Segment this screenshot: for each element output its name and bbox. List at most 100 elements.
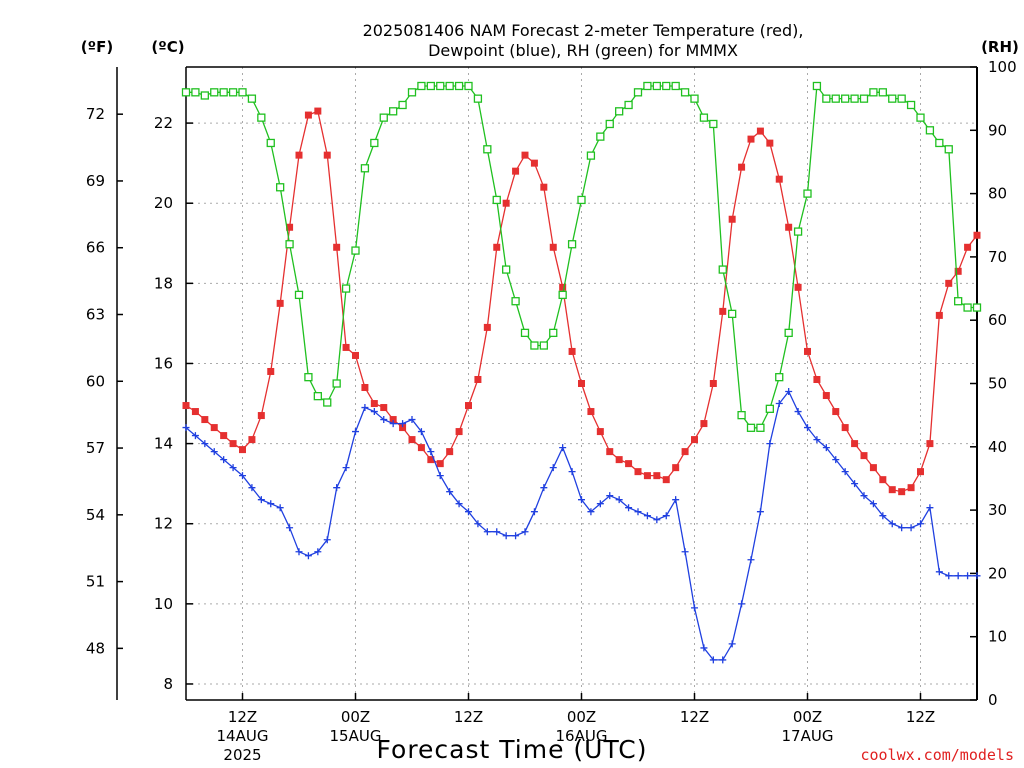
celsius-tick-label: 10 (154, 595, 173, 613)
temperature-point (540, 183, 548, 191)
temperature-point (907, 484, 915, 492)
rh-point (662, 81, 671, 91)
temperature-point (333, 243, 341, 251)
chart-title-line2: Dewpoint (blue), RH (green) for MMMX (428, 41, 738, 60)
temperature-point (446, 448, 454, 456)
rh-point (756, 423, 765, 432)
chart-title-line1: 2025081406 NAM Forecast 2-meter Temperat… (363, 21, 804, 40)
dewpoint-point (295, 548, 303, 556)
rh-point (549, 328, 558, 338)
rh-point (831, 94, 840, 103)
fahrenheit-tick-label: 72 (86, 105, 105, 123)
dewpoint-point (370, 408, 378, 416)
temperature-point (239, 446, 246, 454)
dewpoint-point (267, 500, 275, 508)
temperature-point (201, 416, 209, 424)
dewpoint-point (785, 388, 793, 396)
rh-point (869, 88, 878, 97)
temperature-point (521, 151, 529, 159)
temperature-point (408, 436, 416, 444)
temperature-point (747, 135, 755, 143)
rh-point (266, 138, 275, 148)
dewpoint-point (756, 508, 764, 516)
dewpoint-point (596, 500, 604, 508)
fahrenheit-tick-label: 51 (86, 573, 105, 591)
dewpoint-point (427, 448, 435, 456)
rh-point (454, 81, 464, 91)
temperature-point (361, 384, 369, 392)
temperature-point (220, 432, 228, 440)
dewpoint-point (681, 548, 689, 556)
dewpoint-point (728, 640, 736, 648)
temperature-point (314, 107, 322, 115)
dewpoint-point (389, 420, 397, 428)
rh-point (436, 81, 445, 91)
dewpoint-point (559, 444, 567, 452)
dewpoint-point (888, 520, 896, 528)
axes (116, 66, 978, 701)
dewpoint-point (323, 536, 331, 544)
rh-point (511, 297, 520, 306)
temperature-point (973, 231, 981, 239)
x-tick-label: 00Z (341, 708, 370, 726)
rh-point (709, 119, 718, 129)
rh-point (765, 404, 774, 413)
temperature-point (380, 404, 388, 412)
temperature-point (352, 351, 359, 359)
dewpoint-point (474, 520, 482, 528)
temperature-point (634, 468, 642, 476)
temperature-point (888, 486, 896, 494)
rh-point (972, 303, 982, 312)
dewpoint-point (775, 400, 783, 408)
temperature-point (182, 402, 190, 410)
fahrenheit-tick-label: 57 (86, 439, 105, 457)
dewpoint-point (314, 548, 322, 556)
x-tick-label: 00Z (567, 708, 596, 726)
dewpoint-point (361, 404, 369, 412)
temperature-point (691, 436, 698, 444)
rh-point (925, 126, 935, 135)
rh-point (577, 195, 586, 205)
dewpoint-point (220, 456, 228, 464)
rh-point (803, 189, 812, 198)
temperature-point (596, 428, 604, 436)
rh-point (690, 94, 699, 103)
rh-point (520, 328, 530, 338)
rh-point (464, 81, 473, 91)
rh-point (210, 88, 219, 97)
temperature-point (455, 428, 463, 436)
dewpoint-point (700, 644, 708, 652)
temperature-point (465, 402, 472, 410)
dewpoint-point (766, 440, 774, 448)
rh-point (332, 379, 341, 388)
rh-point (850, 94, 859, 103)
rh-point (935, 138, 944, 148)
temperature-point (917, 468, 924, 476)
rh-tick-label: 70 (988, 248, 1007, 266)
rh-tick-label: 40 (988, 438, 1007, 456)
dewpoint-point (493, 528, 501, 536)
temperature-point (662, 476, 670, 484)
dewpoint-point (719, 656, 727, 664)
rh-point (944, 145, 953, 154)
fahrenheit-tick-label: 69 (86, 172, 105, 190)
rh-point (822, 94, 831, 103)
series-dewpoint (182, 388, 981, 664)
rh-point (841, 94, 850, 103)
dewpoint-point (257, 496, 265, 504)
dewpoint-point (587, 508, 595, 516)
x-tick-label: 12Z (680, 708, 709, 726)
dewpoint-point (738, 600, 746, 608)
temperature-point (794, 283, 802, 291)
rh-point (596, 132, 605, 141)
dewpoint-point (954, 572, 962, 580)
series-temperature (182, 107, 981, 496)
x-tick-label: 12Z (454, 708, 483, 726)
rh-point (247, 94, 257, 103)
rh-point (389, 107, 398, 116)
rh-point (417, 81, 426, 91)
rh-point (407, 88, 417, 97)
temperature-point (719, 307, 727, 315)
temperature-point (643, 472, 651, 480)
